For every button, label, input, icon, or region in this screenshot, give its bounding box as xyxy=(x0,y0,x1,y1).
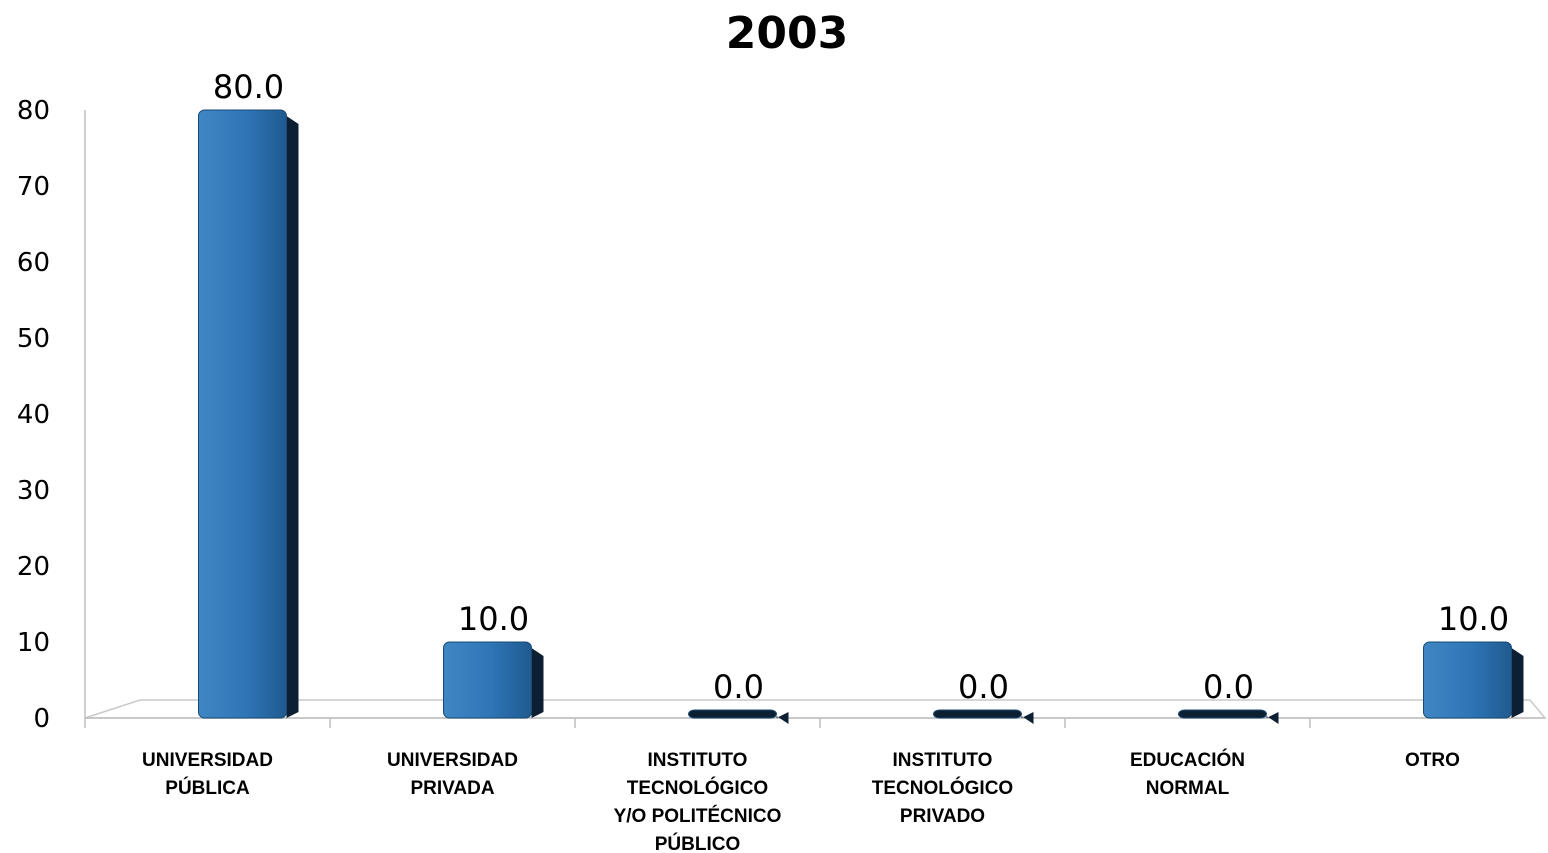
x-category-label: UNIVERSIDAD PÚBLICA xyxy=(142,750,273,799)
bar-front xyxy=(933,709,1022,719)
bar-front xyxy=(1178,709,1267,719)
bar-side xyxy=(1266,712,1279,724)
y-tick-label: 50 xyxy=(17,324,50,354)
x-category-labels: UNIVERSIDAD PÚBLICA UNIVERSIDAD PRIVADA INST… xyxy=(142,749,1460,853)
bar xyxy=(688,709,789,724)
bar-side xyxy=(776,712,789,724)
bar xyxy=(1423,641,1524,719)
chart-floor xyxy=(84,699,1547,719)
y-tick-label: 0 xyxy=(33,704,50,734)
x-category-label: UNIVERSIDAD PRIVADA xyxy=(387,750,518,799)
x-category-label: INSTITUTO TECNOLÓGICO PRIVADO xyxy=(872,750,1013,827)
bar-side xyxy=(531,648,544,718)
bar-side xyxy=(286,116,299,718)
data-label: 80.0 xyxy=(213,68,284,106)
y-tick-label: 40 xyxy=(17,400,50,430)
bar-front xyxy=(1423,641,1512,719)
y-tick-label: 70 xyxy=(17,172,50,202)
bar-front xyxy=(198,109,287,719)
y-tick-label: 60 xyxy=(17,248,50,278)
bar-side xyxy=(1511,648,1524,718)
bar-side xyxy=(1021,712,1034,724)
y-tick-label: 10 xyxy=(17,628,50,658)
bar xyxy=(1178,709,1279,724)
x-category-label: INSTITUTO TECNOLÓGICO Y/O POLITÉCNICO PÚBLI… xyxy=(614,750,782,853)
bars xyxy=(198,109,1524,724)
bar-front xyxy=(443,641,532,719)
x-category-label: EDUCACIÓN NORMAL xyxy=(1130,749,1245,799)
y-tick-label: 80 xyxy=(17,96,50,126)
data-labels: 80.0 10.0 0.0 0.0 0.0 10.0 xyxy=(213,68,1509,706)
chart-title: 2003 xyxy=(726,8,848,59)
y-tick-label: 20 xyxy=(17,552,50,582)
data-label: 0.0 xyxy=(958,668,1009,706)
data-label: 10.0 xyxy=(458,600,529,638)
bar xyxy=(198,109,299,719)
data-label: 10.0 xyxy=(1438,600,1509,638)
bar xyxy=(933,709,1034,724)
bar-front xyxy=(688,709,777,719)
data-label: 0.0 xyxy=(713,668,764,706)
x-category-label: OTRO xyxy=(1405,750,1460,771)
y-tick-label: 30 xyxy=(17,476,50,506)
data-label: 0.0 xyxy=(1203,668,1254,706)
bar xyxy=(443,641,544,719)
axes: 0 10 20 30 40 50 60 70 80 xyxy=(17,96,1547,734)
